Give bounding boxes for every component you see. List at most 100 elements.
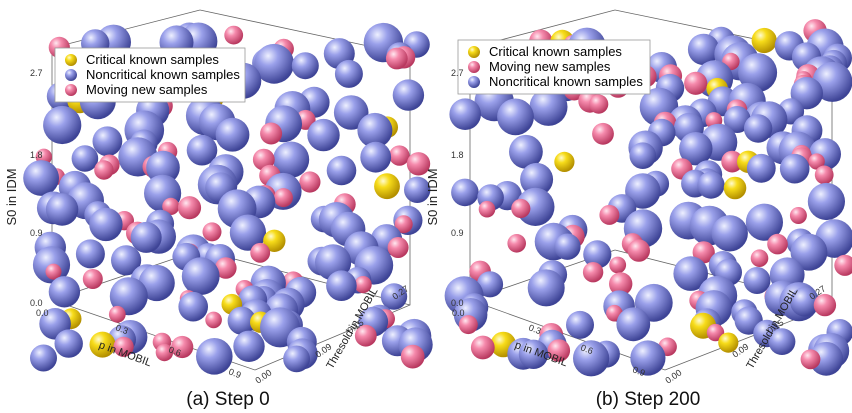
critical-sample-bubble <box>263 229 286 252</box>
z-tick-label: 0.0 <box>451 298 464 308</box>
noncritical-sample-bubble <box>529 87 568 126</box>
legend-critical-marker <box>65 54 77 66</box>
moving-sample-bubble <box>750 249 769 267</box>
moving-sample-bubble <box>113 336 134 357</box>
moving-sample-bubble <box>177 196 202 220</box>
z-tick-label: 2.7 <box>30 68 43 78</box>
moving-sample-bubble <box>389 145 410 166</box>
panel-caption: (b) Step 200 <box>596 389 701 410</box>
legend-noncritical-marker <box>468 76 480 88</box>
noncritical-sample-bubble <box>75 239 105 269</box>
legend-label-3: Moving new samples <box>86 82 208 97</box>
noncritical-sample-bubble <box>138 264 175 302</box>
noncritical-sample-bubble <box>809 341 844 376</box>
moving-sample-bubble <box>470 335 495 360</box>
noncritical-sample-bubble <box>687 33 720 66</box>
moving-sample-bubble <box>250 242 271 263</box>
moving-sample-bubble <box>155 343 174 362</box>
chart-panel-a: Critical known samples Noncritical known… <box>4 9 433 410</box>
noncritical-sample-bubble <box>566 310 594 339</box>
moving-sample-bubble <box>205 311 222 329</box>
y-tick-label: 0.00 <box>253 367 273 385</box>
noncritical-sample-bubble <box>326 155 357 186</box>
x-tick-label: 0.9 <box>631 364 646 378</box>
noncritical-sample-bubble <box>630 340 666 376</box>
x-tick-label: 0.3 <box>527 322 542 336</box>
noncritical-sample-bubble <box>451 178 479 207</box>
moving-sample-bubble <box>82 269 103 289</box>
moving-sample-bubble <box>609 272 633 296</box>
critical-sample-bubble <box>718 332 739 353</box>
noncritical-sample-bubble <box>109 277 148 316</box>
noncritical-sample-bubble <box>518 339 549 369</box>
moving-sample-bubble <box>813 293 837 317</box>
moving-sample-bubble <box>406 152 431 176</box>
z-tick-label: 1.8 <box>451 150 464 160</box>
moving-sample-bubble <box>627 239 650 262</box>
legend-label-2: Moving new samples <box>489 59 611 74</box>
legend-moving-marker <box>468 61 480 73</box>
moving-sample-bubble <box>299 171 321 193</box>
noncritical-sample-bubble <box>307 118 340 152</box>
moving-sample-bubble <box>478 200 496 218</box>
moving-sample-bubble <box>162 197 180 215</box>
noncritical-sample-bubble <box>673 256 708 291</box>
noncritical-sample-bubble <box>92 126 123 157</box>
noncritical-sample-bubble <box>181 257 220 296</box>
legend-moving-marker <box>65 84 77 96</box>
moving-sample-bubble <box>354 276 372 294</box>
moving-sample-bubble <box>609 256 627 274</box>
legend-label-2: Noncritical known samples <box>86 67 240 82</box>
noncritical-sample-bubble <box>404 176 431 203</box>
noncritical-sample-bubble <box>520 162 554 196</box>
noncritical-sample-bubble <box>527 269 565 307</box>
noncritical-sample-bubble <box>43 105 82 145</box>
z-tick-label: 1.8 <box>30 150 43 160</box>
noncritical-sample-bubble <box>229 214 266 251</box>
moving-sample-bubble <box>108 305 126 323</box>
moving-sample-bubble <box>224 25 244 45</box>
moving-sample-bubble <box>589 94 609 114</box>
moving-sample-bubble <box>582 262 604 283</box>
moving-sample-bubble <box>215 257 237 279</box>
noncritical-sample-bubble <box>357 112 393 148</box>
noncritical-sample-bubble <box>380 283 408 310</box>
moving-sample-bubble <box>789 207 807 224</box>
noncritical-sample-bubble <box>333 95 369 130</box>
moving-sample-bubble <box>171 335 194 359</box>
critical-sample-bubble <box>723 176 747 200</box>
moving-sample-bubble <box>507 234 526 253</box>
moving-sample-bubble <box>45 263 62 280</box>
z-axis-label: S0 in IDM <box>425 168 440 225</box>
legend <box>457 39 651 95</box>
noncritical-sample-bubble <box>497 98 534 136</box>
noncritical-sample-bubble <box>254 43 294 84</box>
noncritical-sample-bubble <box>45 193 79 226</box>
z-axis-label: S0 in IDM <box>4 168 19 225</box>
legend-label-3: Noncritical known samples <box>489 74 643 89</box>
noncritical-sample-bubble <box>745 203 784 241</box>
x-tick-label: 0.0 <box>36 308 49 318</box>
noncritical-sample-bubble <box>790 287 820 317</box>
x-tick-label: 0.0 <box>452 308 465 318</box>
noncritical-sample-bubble <box>697 171 725 199</box>
noncritical-sample-bubble <box>625 173 661 209</box>
noncritical-sample-bubble <box>790 233 828 271</box>
noncritical-sample-bubble <box>23 160 60 196</box>
noncritical-sample-bubble <box>711 215 748 252</box>
noncritical-sample-bubble <box>768 328 796 355</box>
noncritical-sample-bubble <box>130 221 162 253</box>
noncritical-sample-bubble <box>111 245 142 276</box>
noncritical-sample-bubble <box>291 52 319 80</box>
critical-sample-bubble <box>89 331 116 358</box>
noncritical-sample-bubble <box>616 307 651 342</box>
legend <box>54 47 246 103</box>
z-tick-label: 2.7 <box>451 68 464 78</box>
chart-panel-b: Critical known samples Moving new sample… <box>425 9 852 410</box>
noncritical-sample-bubble <box>146 150 180 185</box>
moving-sample-bubble <box>394 215 413 234</box>
moving-sample-bubble <box>94 160 114 180</box>
noncritical-sample-bubble <box>554 233 581 260</box>
moving-sample-bubble <box>599 204 620 225</box>
